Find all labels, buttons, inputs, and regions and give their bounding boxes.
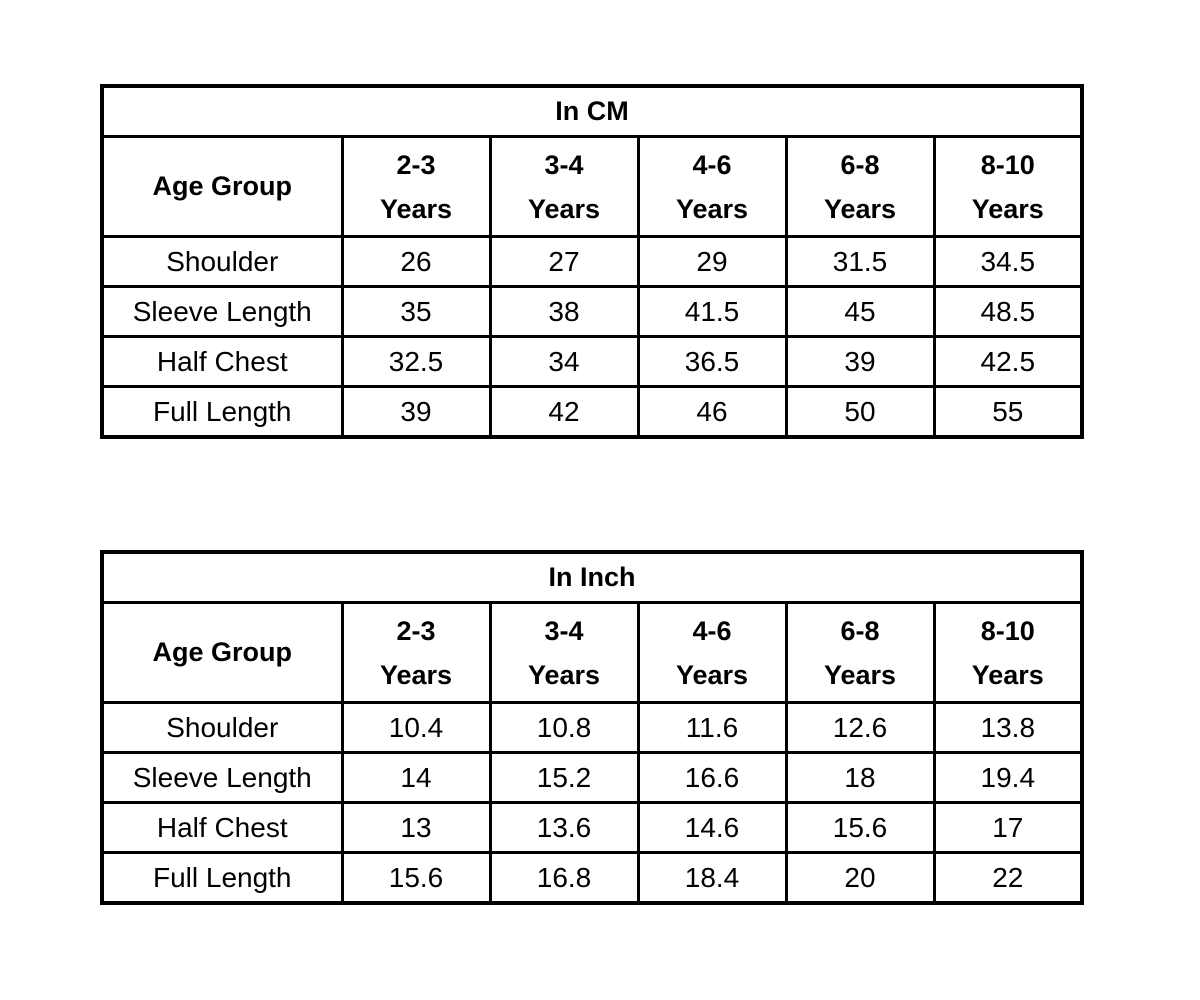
cell-value: 16.8 xyxy=(488,851,640,905)
cell-value: 39 xyxy=(784,335,936,388)
row-label: Shoulder xyxy=(100,701,344,754)
table-header-row: Age Group 2-3 Years 3-4 Years 4-6 Years … xyxy=(100,135,1084,238)
cell-value: 22 xyxy=(932,851,1084,905)
col-header-8-10: 8-10 Years xyxy=(932,601,1084,704)
col-header-6-8: 6-8 Years xyxy=(784,601,936,704)
age-unit-label: Years xyxy=(971,659,1044,690)
cell-value: 27 xyxy=(488,235,640,288)
age-unit-label: Years xyxy=(823,659,897,690)
row-label: Half Chest xyxy=(100,801,344,854)
age-group-header: Age Group xyxy=(100,135,344,238)
table-title-row: In Inch xyxy=(100,550,1084,604)
cell-value: 17 xyxy=(932,801,1084,854)
col-header-2-3: 2-3 Years xyxy=(340,135,492,238)
row-label: Sleeve Length xyxy=(100,751,344,804)
col-header-3-4: 3-4 Years xyxy=(488,601,640,704)
size-table-inch: In Inch Age Group 2-3 Years 3-4 Years 4-… xyxy=(100,550,1085,905)
cell-value: 36.5 xyxy=(636,335,788,388)
age-unit-label: Years xyxy=(971,193,1044,224)
cell-value: 18 xyxy=(784,751,936,804)
cell-value: 32.5 xyxy=(340,335,492,388)
table-title-cm: In CM xyxy=(100,84,1084,138)
cell-value: 10.8 xyxy=(488,701,640,754)
age-range-label: 8-10 xyxy=(980,149,1035,180)
row-label: Sleeve Length xyxy=(100,285,344,338)
table-row-half-chest: Half Chest 13 13.6 14.6 15.6 17 xyxy=(100,801,1084,854)
cell-value: 20 xyxy=(784,851,936,905)
table-header-row: Age Group 2-3 Years 3-4 Years 4-6 Years … xyxy=(100,601,1084,704)
cell-value: 14.6 xyxy=(636,801,788,854)
cell-value: 39 xyxy=(340,385,492,439)
age-range-label: 8-10 xyxy=(980,615,1035,646)
cell-value: 15.2 xyxy=(488,751,640,804)
table-row-half-chest: Half Chest 32.5 34 36.5 39 42.5 xyxy=(100,335,1084,388)
cell-value: 42.5 xyxy=(932,335,1084,388)
cell-value: 35 xyxy=(340,285,492,338)
table-title-row: In CM xyxy=(100,84,1084,138)
age-unit-label: Years xyxy=(675,193,749,224)
cell-value: 31.5 xyxy=(784,235,936,288)
age-range-label: 4-6 xyxy=(692,615,732,646)
table-title-inch: In Inch xyxy=(100,550,1084,604)
col-header-6-8: 6-8 Years xyxy=(784,135,936,238)
cell-value: 55 xyxy=(932,385,1084,439)
cell-value: 15.6 xyxy=(340,851,492,905)
age-unit-label: Years xyxy=(823,193,897,224)
row-label: Half Chest xyxy=(100,335,344,388)
age-unit-label: Years xyxy=(675,659,749,690)
cell-value: 38 xyxy=(488,285,640,338)
cell-value: 13 xyxy=(340,801,492,854)
cell-value: 16.6 xyxy=(636,751,788,804)
cell-value: 46 xyxy=(636,385,788,439)
cell-value: 41.5 xyxy=(636,285,788,338)
age-unit-label: Years xyxy=(527,193,601,224)
age-range-label: 2-3 xyxy=(396,149,436,180)
cell-value: 48.5 xyxy=(932,285,1084,338)
age-range-label: 6-8 xyxy=(840,149,880,180)
table-row-shoulder: Shoulder 26 27 29 31.5 34.5 xyxy=(100,235,1084,288)
cell-value: 50 xyxy=(784,385,936,439)
col-header-4-6: 4-6 Years xyxy=(636,135,788,238)
age-range-label: 4-6 xyxy=(692,149,732,180)
age-unit-label: Years xyxy=(379,659,453,690)
age-range-label: 2-3 xyxy=(396,615,436,646)
table-row-shoulder: Shoulder 10.4 10.8 11.6 12.6 13.8 xyxy=(100,701,1084,754)
cell-value: 34 xyxy=(488,335,640,388)
table-row-sleeve-length: Sleeve Length 14 15.2 16.6 18 19.4 xyxy=(100,751,1084,804)
size-table-cm: In CM Age Group 2-3 Years 3-4 Years 4-6 … xyxy=(100,84,1085,439)
col-header-2-3: 2-3 Years xyxy=(340,601,492,704)
age-unit-label: Years xyxy=(527,659,601,690)
cell-value: 14 xyxy=(340,751,492,804)
cell-value: 34.5 xyxy=(932,235,1084,288)
cell-value: 29 xyxy=(636,235,788,288)
cell-value: 13.8 xyxy=(932,701,1084,754)
age-range-label: 3-4 xyxy=(544,149,584,180)
table-row-full-length: Full Length 39 42 46 50 55 xyxy=(100,385,1084,439)
table-row-full-length: Full Length 15.6 16.8 18.4 20 22 xyxy=(100,851,1084,905)
cell-value: 12.6 xyxy=(784,701,936,754)
cell-value: 10.4 xyxy=(340,701,492,754)
cell-value: 13.6 xyxy=(488,801,640,854)
age-range-label: 6-8 xyxy=(840,615,880,646)
col-header-8-10: 8-10 Years xyxy=(932,135,1084,238)
cell-value: 45 xyxy=(784,285,936,338)
age-range-label: 3-4 xyxy=(544,615,584,646)
cell-value: 11.6 xyxy=(636,701,788,754)
cell-value: 18.4 xyxy=(636,851,788,905)
cell-value: 15.6 xyxy=(784,801,936,854)
row-label: Full Length xyxy=(100,385,344,439)
cell-value: 19.4 xyxy=(932,751,1084,804)
row-label: Full Length xyxy=(100,851,344,905)
age-unit-label: Years xyxy=(379,193,453,224)
table-row-sleeve-length: Sleeve Length 35 38 41.5 45 48.5 xyxy=(100,285,1084,338)
col-header-3-4: 3-4 Years xyxy=(488,135,640,238)
col-header-4-6: 4-6 Years xyxy=(636,601,788,704)
row-label: Shoulder xyxy=(100,235,344,288)
age-group-header: Age Group xyxy=(100,601,344,704)
cell-value: 26 xyxy=(340,235,492,288)
cell-value: 42 xyxy=(488,385,640,439)
